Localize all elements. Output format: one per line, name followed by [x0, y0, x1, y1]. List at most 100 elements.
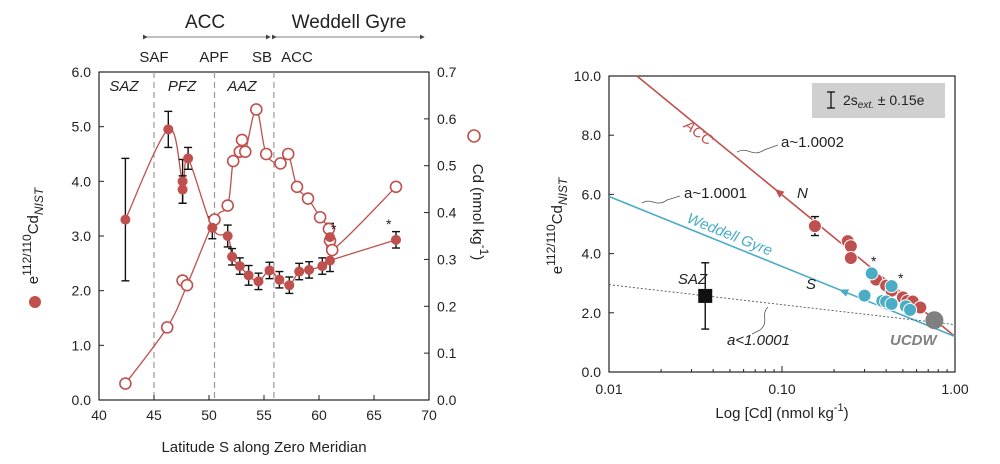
chart1-right-tick-label: 0.0: [437, 392, 457, 408]
weddell-point: [884, 296, 899, 311]
isotope-point: [391, 234, 401, 245]
chart1-points: [119, 103, 403, 390]
chart2-x-tick-label: 0.01: [595, 381, 622, 397]
chart1-x-tick-label: 60: [311, 407, 327, 423]
chart1-front-lines: [153, 72, 275, 400]
isotope-point: [317, 261, 328, 272]
error-legend-tail: ± 0.15e: [874, 92, 925, 108]
weddell-point: [864, 266, 879, 281]
svg-text:Cd (nmol kg-1): Cd (nmol kg-1): [469, 164, 491, 261]
chart2-y-label-sup: 112/110: [544, 224, 558, 266]
isotope-point: [253, 276, 264, 287]
cd-point: [235, 133, 249, 147]
acc-alpha-label: a~1.0002: [781, 134, 844, 151]
chart2-y-tick-label: 0.0: [582, 364, 602, 380]
chart1-left-tick-label: 1.0: [72, 337, 92, 353]
chart2-y-tick-label: 4.0: [582, 246, 602, 262]
error-legend-sub: ext.: [858, 100, 874, 111]
chart1-right-axis-title: Cd (nmol kg-1): [469, 164, 491, 261]
cd-point: [249, 103, 263, 116]
cd-point: [290, 180, 304, 194]
chart1-right-legend-marker: [467, 129, 481, 143]
weddell-alpha-callout-line: [641, 195, 681, 204]
ucdw-label: UCDW: [890, 332, 938, 349]
chart2-y-label-tail: Cd: [549, 205, 566, 224]
weddell-point: [884, 279, 899, 294]
front-apf-label: APF: [199, 49, 228, 66]
chart2-x-axis-title: Log [Cd] (nmol kg-1): [715, 402, 848, 422]
chart1-left-tick-label: 4.0: [72, 173, 92, 189]
chart2-y-axis-title: e112/110CdNIST: [544, 176, 570, 274]
isotope-point: [227, 251, 238, 262]
log-cd-chart: 0.01 0.10 1.00 0.0 2.0 4.0 6.0 8.0 10.0 2sext. ±…: [544, 68, 969, 422]
chart2-x-label-text: Log [Cd] (nmol kg: [715, 405, 833, 422]
chart1-left-tick-label: 5.0: [72, 119, 92, 135]
saz-alpha-label: a<1.0001: [727, 332, 790, 349]
chart2-asterisk-2: *: [898, 270, 904, 286]
isotope-point: [222, 231, 233, 241]
chart1-x-tick-label: 40: [91, 407, 107, 423]
chart1-left-tick-label: 0.0: [72, 392, 92, 408]
cd-point: [239, 145, 252, 158]
chart1-right-tick-label: 0.6: [437, 111, 457, 127]
isotope-point: [284, 280, 295, 291]
cd-point: [119, 377, 132, 390]
acc-point: [843, 251, 858, 266]
chart1-right-tick-label: 0.3: [437, 251, 457, 267]
chart2-y-tick-label: 10.0: [574, 68, 601, 84]
acc-point: [843, 239, 858, 254]
chart1-left-tick-label: 3.0: [72, 228, 92, 244]
chart2-y-tick-label: 2.0: [582, 305, 602, 321]
chart1-left-legend-marker: [29, 296, 41, 308]
chart2-x-label-sup: -1: [834, 402, 844, 414]
chart1-left-label-sub: NIST: [32, 186, 46, 215]
isotope-point: [207, 222, 218, 233]
weddell-arrow-label-s: S: [806, 276, 816, 293]
chart2-y-label-e: e: [549, 266, 566, 274]
chart2-y-tick-label: 6.0: [582, 186, 602, 202]
chart1-right-tick-label: 0.5: [437, 158, 457, 174]
chart2-x-tick-label: 0.10: [768, 381, 795, 397]
cd-series-line: [124, 108, 397, 384]
cd-point: [389, 180, 403, 194]
chart1-x-tick-label: 45: [146, 407, 162, 423]
isotope-point: [304, 264, 315, 275]
isotope-point: [274, 274, 285, 285]
cd-point: [274, 157, 287, 170]
cd-point: [160, 321, 174, 334]
chart1-right-tick-label: 0.4: [437, 205, 457, 221]
isotope-point: [177, 176, 188, 187]
weddell-fractionation-line: [608, 195, 956, 338]
chart1-ticks: 40 45 50 55 60 65 700.01.02.03.04.05.06.00.00.…: [72, 64, 457, 423]
chart1-x-axis-title: Latitude S along Zero Meridian: [161, 439, 366, 456]
error-legend-main: 2s: [843, 92, 858, 108]
chart1-frame: [98, 71, 430, 401]
chart1-right-label-sup: -1: [477, 245, 491, 256]
chart2-x-label-close: ): [844, 405, 849, 422]
chart2-y-label-sub: NIST: [556, 176, 570, 205]
chart1-x-tick-label: 65: [366, 407, 382, 423]
acc-point: [807, 219, 822, 234]
chart1-left-axis-title: e112/110CdNIST: [20, 186, 46, 284]
chart1-asterisk-2: *: [386, 216, 392, 232]
chart2-asterisk-1: *: [871, 253, 877, 269]
chart2-ticks: 0.01 0.10 1.00 0.0 2.0 4.0 6.0 8.0 10.0: [574, 68, 969, 397]
cd-point: [221, 199, 234, 212]
isotope-point: [163, 124, 174, 135]
chart1-right-label-close: ): [469, 255, 486, 260]
saz-alpha-callout-line: [751, 306, 769, 335]
weddell-alpha-label: a~1.0001: [684, 185, 747, 202]
ucdw-point: [925, 311, 944, 330]
chart1-x-tick-label: 50: [201, 407, 217, 423]
region-acc-label: ACC: [185, 12, 225, 33]
saz-line-label: SAZ: [678, 271, 708, 288]
cd-point: [313, 210, 327, 224]
chart1-x-tick-label: 70: [421, 407, 437, 423]
chart1-x-tick-label: 55: [256, 407, 272, 423]
region-weddell-label: Weddell Gyre: [292, 12, 407, 33]
chart1-right-tick-label: 0.2: [437, 298, 457, 314]
svg-text:e112/110CdNIST: e112/110CdNIST: [544, 176, 570, 274]
cd-point: [259, 147, 273, 161]
chart1-left-label-sup: 112/110: [20, 234, 34, 276]
